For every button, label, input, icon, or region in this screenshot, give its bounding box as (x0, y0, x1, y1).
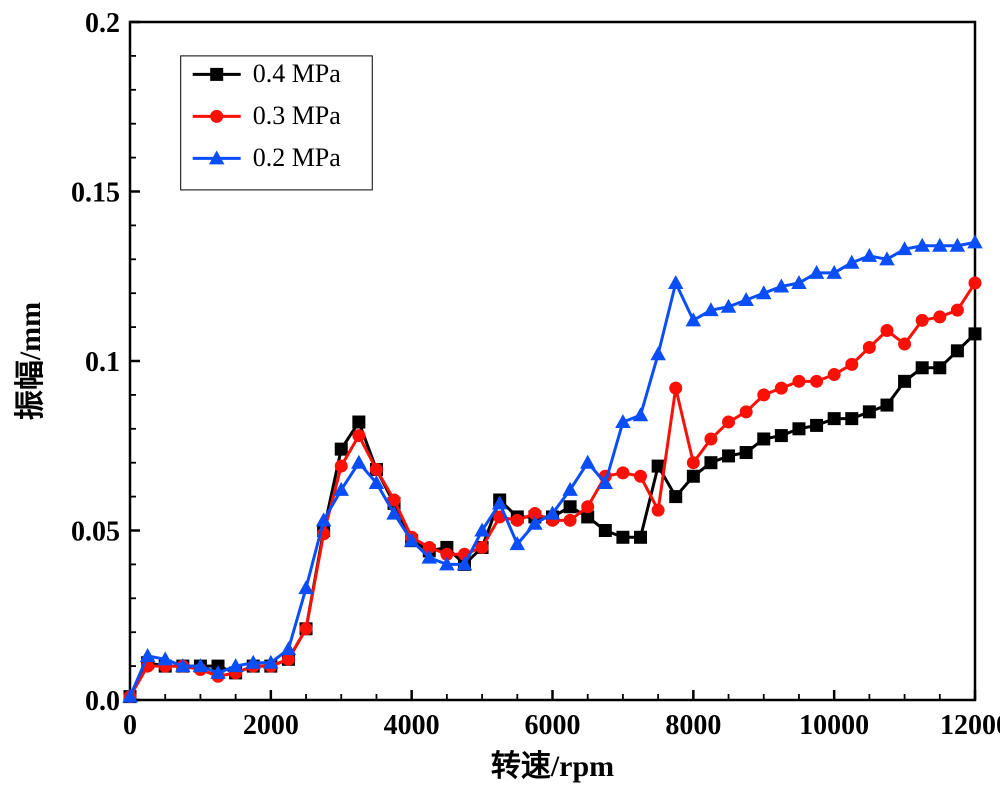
marker-circle (863, 341, 875, 353)
marker-circle (476, 541, 488, 553)
marker-circle (353, 430, 365, 442)
marker-circle (635, 470, 647, 482)
marker-circle (723, 416, 735, 428)
marker-square (951, 345, 963, 357)
y-tick-label: 0.05 (71, 516, 120, 547)
marker-circle (969, 277, 981, 289)
marker-circle (740, 406, 752, 418)
y-axis-label: 振幅/mm (14, 302, 47, 420)
marker-circle (775, 382, 787, 394)
marker-square (881, 399, 893, 411)
marker-square (670, 491, 682, 503)
marker-circle (916, 314, 928, 326)
legend-label: 0.2 MPa (253, 143, 342, 172)
chart-container: 0 2000 4000 6000 8000 10000 12000 0.0 0.05 0.1 0.1… (0, 0, 1000, 798)
marker-circle (899, 338, 911, 350)
marker-square (828, 413, 840, 425)
marker-circle (846, 358, 858, 370)
chart-bg (0, 0, 1000, 798)
marker-circle (582, 501, 594, 513)
line-chart: 0 2000 4000 6000 8000 10000 12000 0.0 0.05 0.1 0.1… (0, 0, 1000, 798)
marker-square (969, 328, 981, 340)
x-tick-label: 6000 (525, 710, 581, 741)
marker-circle (951, 304, 963, 316)
marker-square (564, 501, 576, 513)
marker-square (335, 443, 347, 455)
x-axis-label: 转速/rpm (491, 750, 614, 783)
x-tick-label: 2000 (243, 710, 299, 741)
marker-square (652, 460, 664, 472)
marker-square (635, 531, 647, 543)
marker-circle (670, 382, 682, 394)
marker-square (687, 470, 699, 482)
legend: 0.4 MPa 0.3 MPa 0.2 MPa (181, 56, 373, 190)
marker-circle (335, 460, 347, 472)
y-tick-label: 0.0 (85, 686, 120, 717)
marker-circle (828, 369, 840, 381)
x-tick-label: 0 (123, 710, 137, 741)
marker-square (934, 362, 946, 374)
marker-square (599, 525, 611, 537)
marker-circle (300, 623, 312, 635)
marker-circle (687, 457, 699, 469)
legend-label: 0.4 MPa (253, 59, 342, 88)
marker-square (793, 423, 805, 435)
marker-square (211, 68, 223, 80)
x-tick-label: 8000 (665, 710, 721, 741)
marker-circle (564, 514, 576, 526)
y-tick-label: 0.1 (85, 347, 120, 378)
marker-square (617, 531, 629, 543)
marker-square (916, 362, 928, 374)
marker-circle (793, 375, 805, 387)
marker-square (740, 447, 752, 459)
marker-circle (811, 375, 823, 387)
x-tick-label: 4000 (384, 710, 440, 741)
marker-circle (211, 110, 223, 122)
legend-label: 0.3 MPa (253, 101, 342, 130)
marker-square (353, 416, 365, 428)
marker-square (863, 406, 875, 418)
marker-circle (881, 324, 893, 336)
marker-square (811, 419, 823, 431)
marker-square (899, 375, 911, 387)
x-tick-label: 10000 (799, 710, 869, 741)
marker-square (758, 433, 770, 445)
x-tick-label: 12000 (940, 710, 1000, 741)
marker-circle (511, 514, 523, 526)
marker-square (775, 430, 787, 442)
y-tick-label: 0.2 (85, 8, 120, 39)
marker-circle (617, 467, 629, 479)
marker-circle (370, 463, 382, 475)
y-tick-label: 0.15 (71, 177, 120, 208)
marker-square (705, 457, 717, 469)
marker-square (846, 413, 858, 425)
marker-circle (758, 389, 770, 401)
marker-circle (934, 311, 946, 323)
marker-square (723, 450, 735, 462)
marker-circle (652, 504, 664, 516)
marker-circle (705, 433, 717, 445)
